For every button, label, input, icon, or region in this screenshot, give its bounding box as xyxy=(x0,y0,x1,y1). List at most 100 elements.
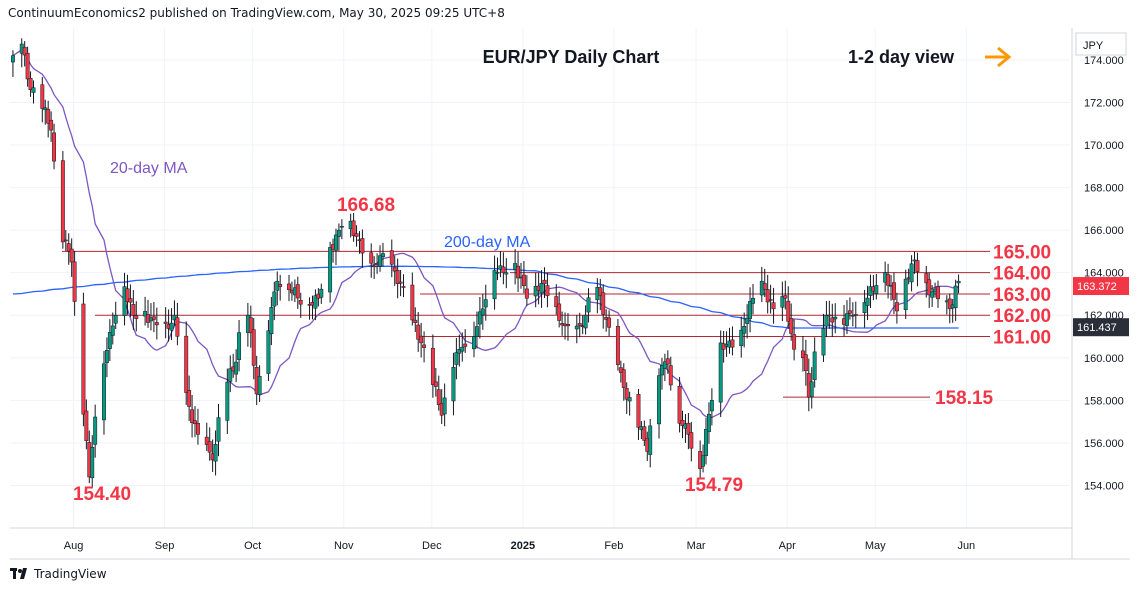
candle xyxy=(413,307,418,332)
candle xyxy=(615,318,620,371)
candle xyxy=(607,310,612,337)
candle xyxy=(234,349,239,383)
candle xyxy=(187,375,192,421)
candle-body xyxy=(313,295,318,309)
candle-body xyxy=(524,288,529,299)
candle xyxy=(360,229,365,268)
candle-body xyxy=(416,324,421,340)
candle xyxy=(272,281,277,321)
candle xyxy=(701,444,706,473)
candle-body xyxy=(392,266,397,272)
candle-body xyxy=(636,394,641,428)
candle xyxy=(762,268,767,298)
candle xyxy=(163,307,168,339)
candle-body xyxy=(272,291,277,307)
candle-body xyxy=(278,284,283,287)
candle xyxy=(718,330,723,417)
candle xyxy=(72,250,77,316)
candle-body xyxy=(583,314,588,329)
candle xyxy=(483,284,488,321)
candle-body xyxy=(821,328,826,356)
candle-body xyxy=(927,279,932,296)
candle xyxy=(542,267,547,298)
candle xyxy=(451,352,456,416)
candle xyxy=(369,243,374,278)
candle xyxy=(892,272,896,315)
candle-body xyxy=(295,284,300,299)
candle xyxy=(389,239,394,278)
candle xyxy=(422,331,427,363)
candle xyxy=(504,258,509,289)
candle-body xyxy=(689,432,694,449)
candle xyxy=(501,252,506,285)
candle-body xyxy=(833,316,838,320)
candle-body xyxy=(665,358,670,365)
candle xyxy=(81,292,86,427)
candle-body xyxy=(480,308,485,316)
candle-body xyxy=(60,160,65,243)
candle-body xyxy=(372,265,377,268)
candle xyxy=(648,418,653,468)
candle xyxy=(627,391,632,416)
candle xyxy=(207,427,212,461)
candle-body xyxy=(257,376,262,395)
candle-body xyxy=(892,282,896,300)
candle xyxy=(110,312,115,345)
candle-body xyxy=(169,322,174,331)
candle-body xyxy=(627,397,632,402)
candle xyxy=(460,332,465,362)
candle xyxy=(392,255,397,286)
candle xyxy=(395,258,400,299)
candle-body xyxy=(947,298,952,310)
candle xyxy=(689,421,694,462)
level-label: 164.00 xyxy=(993,264,1051,285)
candle xyxy=(204,422,209,451)
candle-body xyxy=(477,311,482,325)
candle xyxy=(821,313,826,362)
candle-body xyxy=(930,291,935,298)
candle xyxy=(668,356,673,391)
candle-body xyxy=(319,288,324,298)
candle xyxy=(598,278,603,311)
candle-body xyxy=(430,347,435,385)
x-tick-label: Nov xyxy=(334,540,354,552)
candle-body xyxy=(463,343,468,347)
ma-value-label: 161.437 xyxy=(1077,322,1117,334)
candle xyxy=(410,272,415,326)
candle xyxy=(886,263,891,299)
candle-body xyxy=(680,420,685,426)
candle xyxy=(102,351,106,435)
candle xyxy=(40,77,45,123)
candle-body xyxy=(125,288,130,302)
candle-body xyxy=(472,336,476,350)
candle-body xyxy=(454,352,459,365)
candle xyxy=(704,417,708,465)
candle-body xyxy=(190,409,195,423)
candle xyxy=(216,403,221,457)
candle-body xyxy=(874,285,879,294)
candle xyxy=(175,302,180,346)
candle-body xyxy=(824,315,829,327)
tradingview-footer: TradingView xyxy=(10,567,107,581)
candle-body xyxy=(903,278,908,310)
candle-body xyxy=(90,447,95,479)
tradingview-brand: TradingView xyxy=(34,567,107,581)
y-tick-label: 166.000 xyxy=(1084,225,1124,237)
candle-body xyxy=(812,351,817,380)
candle xyxy=(474,311,479,349)
candle xyxy=(862,289,867,328)
y-tick-label: 174.000 xyxy=(1084,55,1124,67)
candle xyxy=(334,228,338,266)
candle-body xyxy=(909,263,914,283)
candle xyxy=(128,284,133,317)
candle-body xyxy=(686,422,691,435)
candle xyxy=(463,329,468,353)
candle xyxy=(228,355,233,393)
candle xyxy=(477,296,482,339)
candle-body xyxy=(624,388,629,400)
candle-body xyxy=(765,289,770,303)
candle xyxy=(495,257,500,281)
candle xyxy=(833,303,838,334)
candle xyxy=(677,377,682,433)
